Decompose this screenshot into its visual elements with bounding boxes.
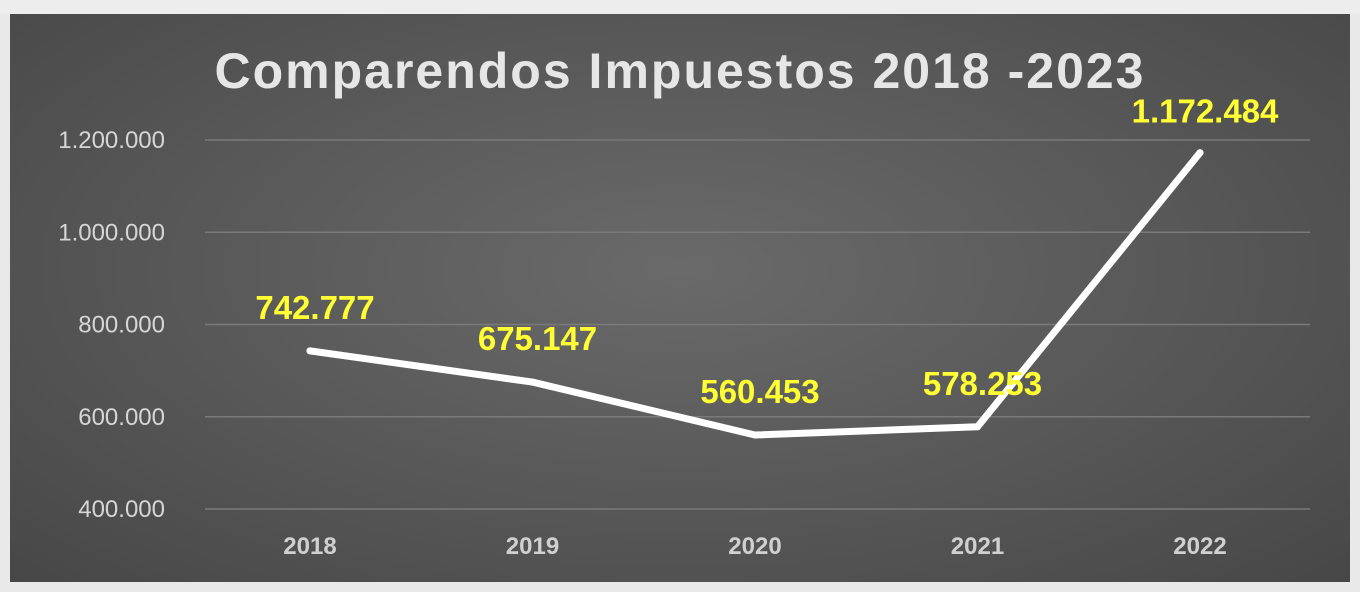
x-tick-label: 2020: [728, 533, 781, 560]
top-strip: [0, 0, 1360, 14]
chart-panel: [10, 14, 1350, 582]
y-tick-label: 1.000.000: [58, 219, 165, 246]
x-axis: 2018 2019 2020 2021 2022: [283, 533, 1226, 560]
x-tick-label: 2021: [951, 533, 1004, 560]
data-labels: 742.777 675.147 560.453 578.253 1.172.484: [255, 93, 1279, 410]
data-label: 675.147: [478, 320, 597, 357]
data-point: [974, 423, 981, 431]
chart-title: Comparendos Impuestos 2018 -2023: [215, 43, 1146, 99]
data-label: 578.253: [923, 365, 1042, 402]
data-label: 742.777: [255, 289, 374, 326]
x-tick-label: 2018: [283, 533, 336, 560]
gridlines: [205, 139, 1310, 510]
y-axis: 400.000 600.000 800.000 1.000.000 1.200.000: [58, 127, 165, 523]
data-label: 560.453: [700, 373, 819, 410]
x-tick-label: 2022: [1173, 533, 1226, 560]
data-point: [1196, 149, 1204, 157]
y-tick-label: 600.000: [78, 404, 165, 431]
data-point: [529, 378, 536, 386]
data-point: [751, 431, 759, 439]
y-tick-label: 1.200.000: [58, 127, 165, 154]
y-tick-label: 800.000: [78, 312, 165, 339]
data-point: [306, 347, 314, 355]
series-line-group: [306, 149, 1204, 439]
y-tick-label: 400.000: [78, 496, 165, 523]
x-tick-label: 2019: [506, 533, 559, 560]
data-label: 1.172.484: [1132, 93, 1279, 130]
